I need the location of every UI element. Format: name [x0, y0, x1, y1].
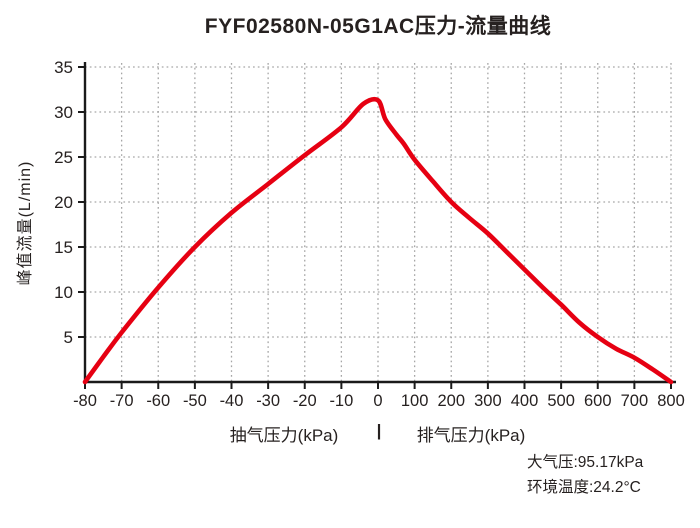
x-tick-label: -40	[220, 392, 244, 410]
chart-title: FYF02580N-05G1AC压力-流量曲线	[204, 15, 552, 38]
x-tick-label: 600	[584, 392, 612, 410]
x-tick-label: 500	[547, 392, 575, 410]
y-tick-label: 25	[54, 148, 73, 167]
x-tick-label: 700	[621, 392, 649, 410]
x-axis-label-discharge: 排气压力(kPa)	[416, 426, 526, 445]
x-tick-label: -50	[183, 392, 207, 410]
x-tick-label: -10	[329, 392, 353, 410]
x-axis-label-suction: 抽气压力(kPa)	[229, 426, 339, 445]
x-tick-label: 300	[474, 392, 502, 410]
x-tick-label: -30	[256, 392, 280, 410]
y-tick-label: 10	[54, 283, 73, 302]
y-tick-label: 15	[54, 238, 73, 257]
x-tick-label: -60	[146, 392, 170, 410]
flow-curve	[82, 96, 674, 385]
atmospheric-pressure-note: 大气压:95.17kPa	[527, 454, 644, 471]
x-axis-label-separator: |	[376, 421, 382, 440]
x-tick-label: 400	[511, 392, 539, 410]
x-tick-label: -80	[73, 392, 97, 410]
x-tick-label: 800	[657, 392, 685, 410]
y-tick-label: 5	[64, 328, 73, 347]
x-tick-label: 0	[373, 392, 382, 410]
x-tick-label: -20	[293, 392, 317, 410]
x-tick-label: -70	[110, 392, 134, 410]
x-tick-label: 200	[437, 392, 465, 410]
y-tick-label: 20	[54, 193, 73, 212]
y-tick-label: 35	[54, 58, 73, 77]
y-axis-label: 峰值流量(L/min)	[17, 160, 34, 286]
y-tick-label: 30	[54, 103, 73, 122]
environment-notes: 大气压:95.17kPa 环境温度:24.2°C	[527, 450, 643, 500]
ambient-temperature-note: 环境温度:24.2°C	[527, 479, 641, 496]
x-tick-label: 100	[401, 392, 429, 410]
